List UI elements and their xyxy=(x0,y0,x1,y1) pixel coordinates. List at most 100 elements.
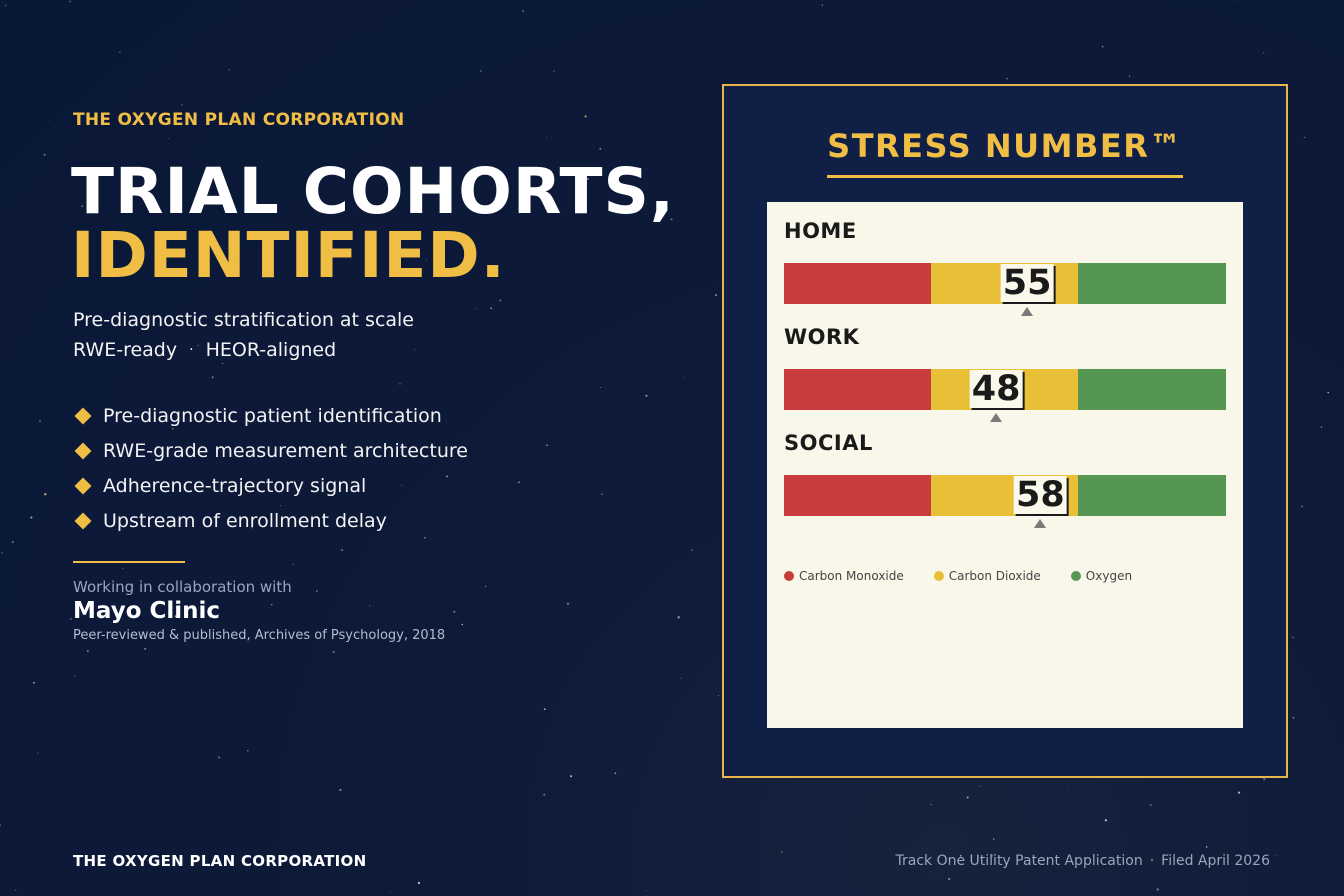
gauge-panel: HOME 55 WORK 48 SOCIAL 58 xyxy=(767,202,1243,728)
star-dot xyxy=(221,362,224,365)
star-dot xyxy=(73,675,76,677)
subtitle: Pre-diagnostic stratification at scale xyxy=(73,309,414,331)
star-dot xyxy=(369,604,371,607)
tag-line: RWE-ready · HEOR-aligned xyxy=(73,335,414,367)
star-dot xyxy=(336,525,339,527)
feature-text: Adherence-trajectory signal xyxy=(103,474,367,497)
feature-item: RWE-grade measurement architecture xyxy=(73,433,468,468)
star-dot xyxy=(587,178,589,180)
star-dot xyxy=(670,218,673,221)
star-dot xyxy=(332,650,335,654)
star-dot xyxy=(480,70,482,72)
legend-label: Carbon Monoxide xyxy=(799,569,904,583)
feature-text: RWE-grade measurement architecture xyxy=(103,439,468,462)
star-dot xyxy=(4,4,7,7)
star-dot xyxy=(570,775,573,778)
feature-item: Pre-diagnostic patient identification xyxy=(73,398,468,433)
gauge-label: WORK xyxy=(784,325,860,349)
star-dot xyxy=(401,484,403,486)
zone-carbon-monoxide xyxy=(784,369,931,410)
star-dot xyxy=(517,481,520,484)
star-dot xyxy=(181,104,183,106)
star-dot xyxy=(683,377,685,379)
footer-patent: Track One Utility Patent Application xyxy=(895,853,1143,869)
star-dot xyxy=(543,708,546,711)
star-dot xyxy=(438,180,440,182)
star-dot xyxy=(781,851,783,853)
star-dot xyxy=(446,475,448,478)
star-dot xyxy=(1032,854,1034,855)
star-dot xyxy=(645,890,647,891)
star-dot xyxy=(211,376,214,379)
headline-line-2: IDENTIFIED. xyxy=(71,219,506,292)
star-dot xyxy=(390,890,392,892)
star-dot xyxy=(43,153,46,156)
star-dot xyxy=(15,889,17,891)
star-dot xyxy=(1303,136,1306,139)
star-dot xyxy=(715,294,717,297)
star-dot xyxy=(584,115,587,118)
star-dot xyxy=(37,752,39,754)
star-dot xyxy=(519,442,521,444)
footer-filed: Filed April 2026 xyxy=(1161,853,1270,869)
star-dot xyxy=(453,610,456,613)
pointer-triangle-icon xyxy=(1021,307,1034,316)
star-dot xyxy=(399,383,401,385)
legend-item: Carbon Monoxide xyxy=(784,569,904,583)
star-dot xyxy=(979,786,981,788)
star-dot xyxy=(280,505,282,507)
diamond-bullet-icon xyxy=(74,407,92,424)
company-eyebrow: THE OXYGEN PLAN CORPORATION xyxy=(73,110,405,130)
zone-legend: Carbon Monoxide Carbon Dioxide Oxygen xyxy=(784,569,1162,583)
diamond-bullet-icon xyxy=(74,442,92,459)
star-dot xyxy=(614,772,617,775)
star-dot xyxy=(677,616,680,619)
star-dot xyxy=(1006,78,1008,80)
footer-separator: · xyxy=(1149,853,1155,869)
star-dot xyxy=(271,604,273,606)
star-dot xyxy=(86,650,89,652)
star-dot xyxy=(1237,0,1239,2)
tag-rwe: RWE-ready xyxy=(73,339,178,361)
star-dot xyxy=(426,259,428,261)
star-dot xyxy=(122,567,124,570)
star-dot xyxy=(1263,778,1266,781)
star-dot xyxy=(0,824,1,826)
star-dot xyxy=(144,647,147,650)
star-dot xyxy=(228,69,230,71)
star-dot xyxy=(414,349,416,351)
headline-line-1: TRIAL COHORTS, xyxy=(71,155,675,228)
star-dot xyxy=(69,0,72,3)
star-dot xyxy=(553,70,555,72)
star-dot xyxy=(546,137,548,139)
star-dot xyxy=(216,186,218,188)
star-dot xyxy=(1237,791,1241,794)
star-dot xyxy=(251,527,253,529)
diamond-bullet-icon xyxy=(74,512,92,529)
star-dot xyxy=(297,243,299,245)
star-dot xyxy=(990,854,994,857)
zone-oxygen xyxy=(1078,369,1226,410)
star-dot xyxy=(600,493,603,496)
star-dot xyxy=(599,387,601,388)
star-dot xyxy=(690,549,693,552)
star-dot xyxy=(197,344,199,347)
star-dot xyxy=(485,585,487,588)
star-dot xyxy=(461,623,463,626)
zone-carbon-monoxide xyxy=(784,263,931,304)
star-dot xyxy=(81,205,84,208)
star-dot xyxy=(1263,52,1265,54)
diamond-bullet-icon xyxy=(74,477,92,494)
star-dot xyxy=(1327,391,1329,394)
feature-list: Pre-diagnostic patient identification RW… xyxy=(73,398,468,538)
tag-separator: · xyxy=(189,342,194,358)
star-dot xyxy=(1149,804,1152,807)
gauge-value: 48 xyxy=(969,369,1023,409)
star-dot xyxy=(1128,75,1131,77)
star-dot xyxy=(475,308,477,310)
star-dot xyxy=(948,877,951,880)
star-dot xyxy=(168,138,170,140)
gauge-label: HOME xyxy=(784,219,857,243)
legend-item: Oxygen xyxy=(1070,569,1132,583)
zone-carbon-monoxide xyxy=(784,475,931,516)
